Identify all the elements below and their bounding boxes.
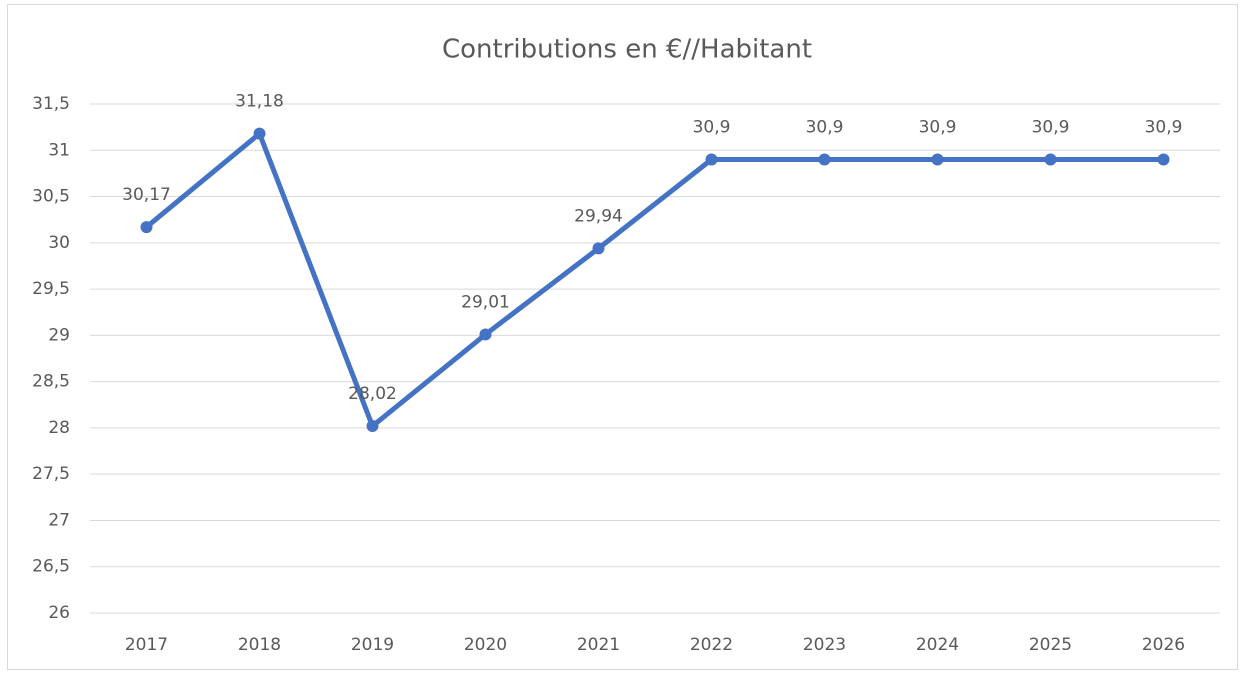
- marker: [818, 153, 831, 166]
- x-tick-label: 2022: [690, 635, 733, 655]
- y-tick-label: 31,5: [32, 94, 70, 114]
- marker: [1044, 153, 1057, 166]
- marker: [253, 127, 266, 140]
- x-tick-label: 2018: [238, 635, 281, 655]
- x-tick-label: 2019: [351, 635, 394, 655]
- y-tick-label: 26,5: [32, 557, 70, 577]
- marker: [1157, 153, 1170, 166]
- marker: [931, 153, 944, 166]
- y-tick-label: 30: [48, 233, 70, 253]
- x-tick-label: 2017: [125, 635, 168, 655]
- x-tick-label: 2024: [916, 635, 959, 655]
- data-label: 30,9: [1032, 118, 1070, 138]
- x-tick-label: 2020: [464, 635, 507, 655]
- data-label: 28,02: [348, 384, 397, 404]
- y-tick-label: 26: [48, 603, 70, 623]
- y-tick-label: 30,5: [32, 187, 70, 207]
- data-label: 29,01: [461, 292, 510, 312]
- x-tick-label: 2025: [1029, 635, 1072, 655]
- data-label: 30,9: [693, 118, 731, 138]
- y-tick-label: 29,5: [32, 279, 70, 299]
- data-label: 30,9: [919, 118, 957, 138]
- marker: [366, 420, 379, 433]
- data-label: 29,94: [574, 206, 623, 226]
- x-tick-label: 2026: [1142, 635, 1185, 655]
- data-label: 30,17: [122, 185, 171, 205]
- y-tick-label: 27,5: [32, 464, 70, 484]
- y-tick-label: 28: [48, 418, 70, 438]
- data-label: 30,9: [1145, 118, 1183, 138]
- y-tick-label: 29: [48, 325, 70, 345]
- data-label: 31,18: [235, 92, 284, 112]
- x-tick-label: 2023: [803, 635, 846, 655]
- line: [144, 131, 1164, 429]
- marker: [592, 242, 605, 255]
- x-tick-label: 2021: [577, 635, 620, 655]
- chart-title: Contributions en €//Habitant: [442, 35, 812, 65]
- y-tick-label: 31: [48, 140, 70, 160]
- marker: [140, 221, 153, 234]
- data-label: 30,9: [806, 118, 844, 138]
- marker: [479, 328, 492, 341]
- chart-frame: [7, 4, 1238, 670]
- y-tick-label: 27: [48, 510, 70, 530]
- y-tick-label: 28,5: [32, 372, 70, 392]
- marker: [705, 153, 718, 166]
